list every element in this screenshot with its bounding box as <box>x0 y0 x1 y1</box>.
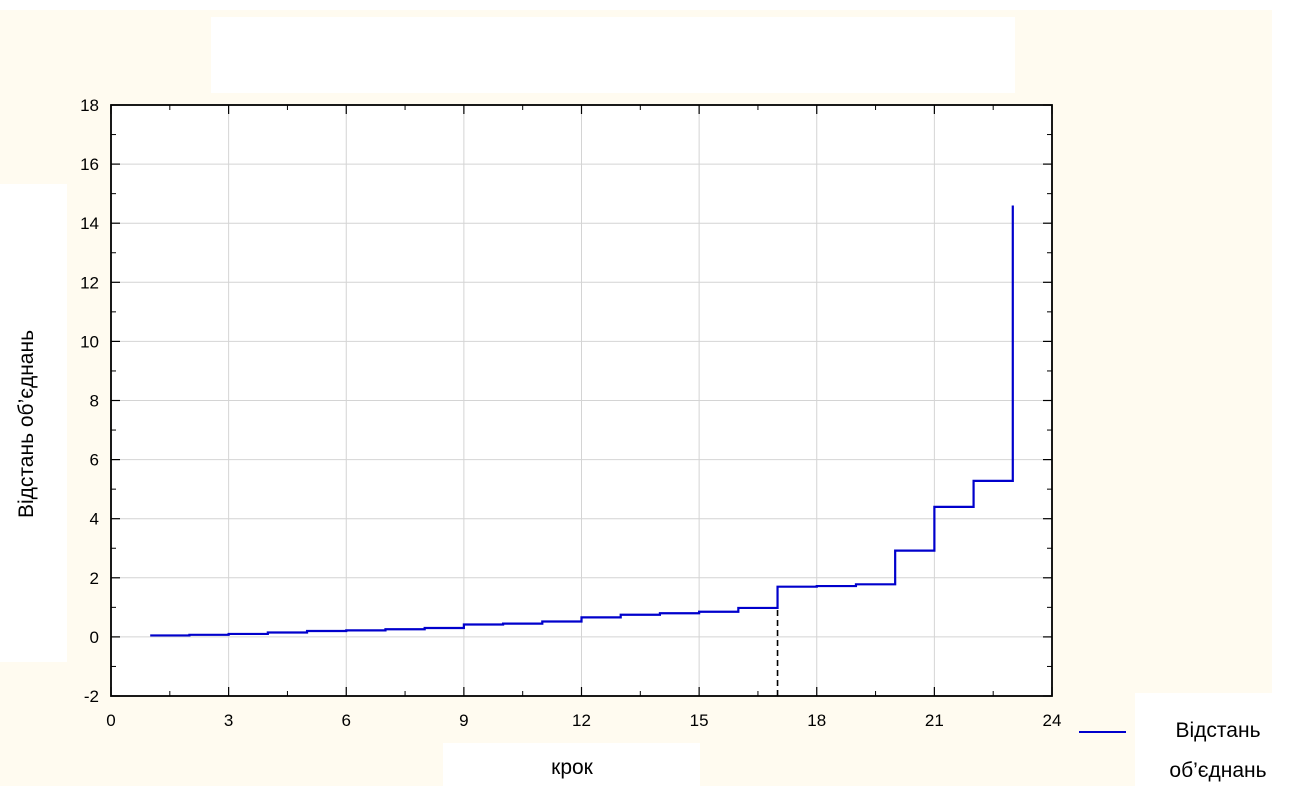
y-tick-label: 6 <box>90 451 99 470</box>
y-axis-title: Відстань об’єднань <box>15 330 38 518</box>
x-axis-title: крок <box>551 756 594 779</box>
y-tick-label: 16 <box>80 155 99 174</box>
y-tick-label: 0 <box>90 628 99 647</box>
x-tick-label: 24 <box>1043 711 1062 730</box>
legend-label-line1: Відстань <box>1175 719 1260 742</box>
legend: Відстань об’єднань <box>1079 719 1267 782</box>
x-tick-labels: 0 3 6 9 12 15 18 21 24 <box>106 711 1061 730</box>
x-tick-label: 18 <box>807 711 826 730</box>
x-tick-label: 6 <box>342 711 351 730</box>
gridlines <box>111 105 1052 696</box>
y-tick-label: 10 <box>80 332 99 351</box>
y-tick-labels: -2 0 2 4 6 8 10 12 14 16 18 <box>80 96 99 706</box>
x-tick-label: 21 <box>925 711 944 730</box>
x-tick-label: 3 <box>224 711 233 730</box>
y-tick-label: 4 <box>90 510 99 529</box>
series-group <box>150 205 1014 637</box>
y-tick-label: 18 <box>80 96 99 115</box>
y-tick-label: 8 <box>90 392 99 411</box>
series-line <box>150 205 1014 637</box>
x-tick-label: 15 <box>690 711 709 730</box>
y-tick-label: 12 <box>80 273 99 292</box>
y-tick-label: 2 <box>90 569 99 588</box>
legend-label-line2: об’єднань <box>1169 759 1266 782</box>
x-tick-label: 0 <box>106 711 115 730</box>
x-tick-label: 12 <box>572 711 591 730</box>
y-tick-label: 14 <box>80 214 99 233</box>
y-tick-label: -2 <box>84 687 99 706</box>
plot-frame <box>110 104 1053 697</box>
x-tick-label: 9 <box>459 711 468 730</box>
